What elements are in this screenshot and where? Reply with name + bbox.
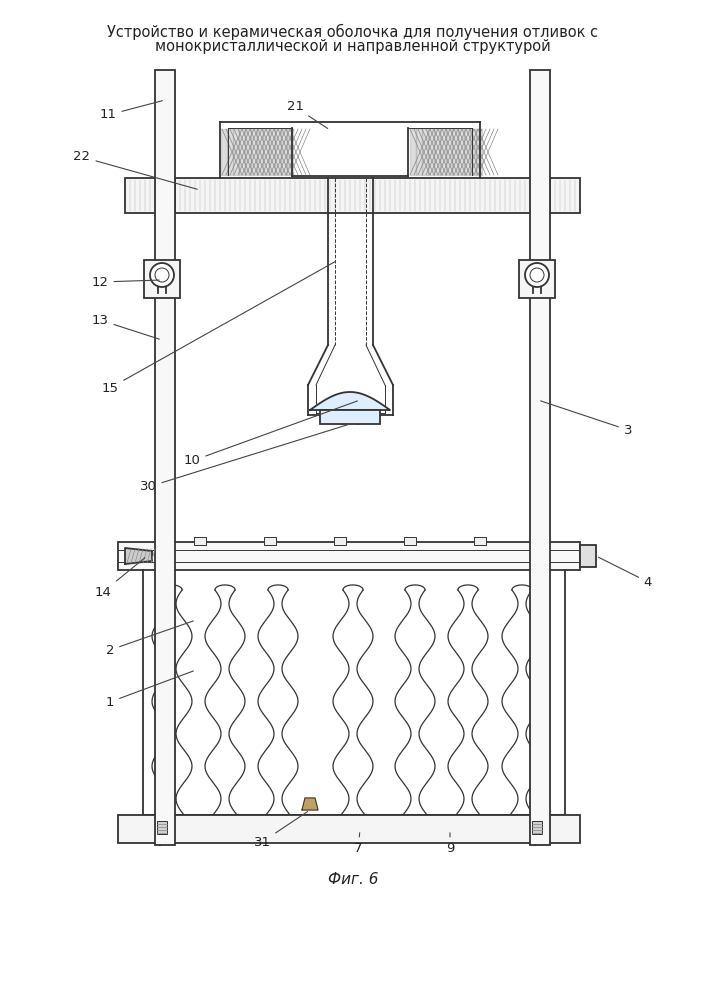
Bar (118, 815, 580, 843)
Bar (155, 70, 175, 845)
Polygon shape (275, 129, 281, 175)
Text: 3: 3 (541, 401, 632, 436)
Polygon shape (434, 129, 440, 175)
Text: 9: 9 (446, 833, 454, 856)
Text: 11: 11 (100, 101, 163, 121)
Polygon shape (476, 129, 482, 175)
Text: 13: 13 (91, 314, 159, 339)
Bar (118, 542, 580, 570)
Text: 15: 15 (102, 261, 336, 394)
Text: 30: 30 (139, 425, 347, 493)
Polygon shape (302, 798, 318, 810)
Polygon shape (239, 129, 245, 175)
Text: монокристаллической и направленной структурой: монокристаллической и направленной струк… (155, 39, 551, 54)
Bar (125, 178, 580, 213)
Bar (157, 821, 167, 834)
Polygon shape (281, 129, 287, 175)
Polygon shape (446, 129, 452, 175)
Polygon shape (263, 129, 269, 175)
Polygon shape (287, 129, 293, 175)
Polygon shape (416, 129, 422, 175)
Bar (580, 545, 596, 567)
Circle shape (530, 268, 544, 282)
Polygon shape (452, 129, 458, 175)
Text: 31: 31 (254, 812, 308, 848)
Polygon shape (269, 129, 275, 175)
Bar (264, 537, 276, 545)
Polygon shape (221, 129, 227, 175)
Text: 14: 14 (95, 558, 145, 598)
Polygon shape (428, 129, 434, 175)
Bar (320, 410, 380, 424)
Bar (519, 260, 555, 298)
Text: 10: 10 (184, 401, 358, 468)
Bar (404, 537, 416, 545)
Polygon shape (458, 129, 464, 175)
Text: 12: 12 (91, 275, 159, 288)
Bar (532, 821, 542, 834)
Polygon shape (422, 129, 428, 175)
Circle shape (150, 263, 174, 287)
Text: 2: 2 (106, 621, 194, 656)
Polygon shape (464, 129, 470, 175)
Polygon shape (440, 129, 446, 175)
Polygon shape (310, 392, 390, 410)
Bar (530, 70, 550, 845)
Circle shape (525, 263, 549, 287)
Bar (334, 537, 346, 545)
Polygon shape (251, 129, 257, 175)
Text: Фиг. 6: Фиг. 6 (328, 872, 378, 888)
Text: Устройство и керамическая оболочка для получения отливок с: Устройство и керамическая оболочка для п… (107, 24, 599, 40)
Text: 21: 21 (286, 101, 327, 128)
Bar (194, 537, 206, 545)
Polygon shape (470, 129, 476, 175)
Text: 4: 4 (599, 557, 652, 588)
Bar (144, 260, 180, 298)
Polygon shape (410, 129, 416, 175)
Polygon shape (227, 129, 233, 175)
Text: 7: 7 (354, 833, 362, 856)
Polygon shape (125, 548, 152, 564)
Bar (474, 537, 486, 545)
Polygon shape (233, 129, 239, 175)
Text: 22: 22 (74, 150, 197, 189)
Polygon shape (245, 129, 251, 175)
Polygon shape (257, 129, 263, 175)
Circle shape (155, 268, 169, 282)
Text: 1: 1 (106, 671, 194, 708)
